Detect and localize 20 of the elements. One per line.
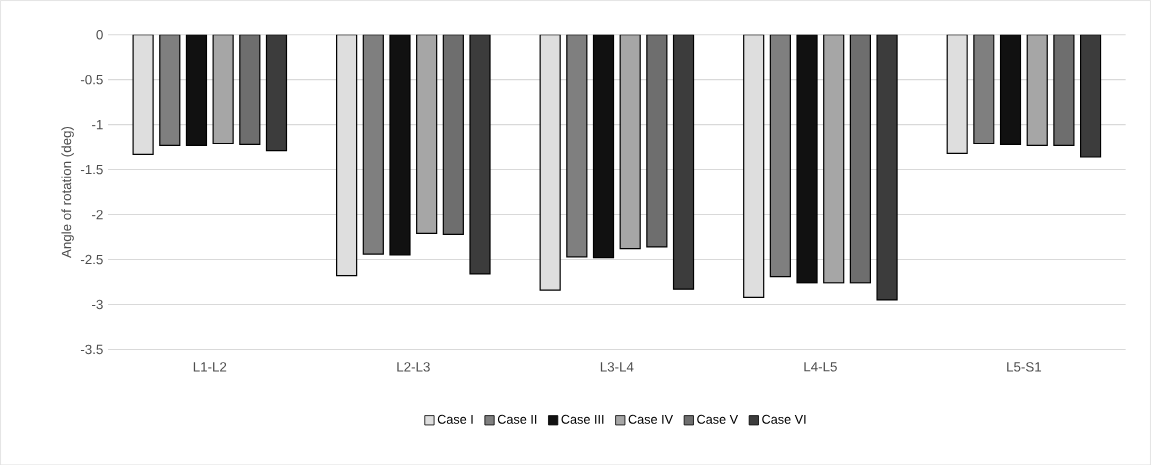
legend-label: Case V	[697, 414, 739, 424]
y-tick-label: -3	[92, 299, 103, 309]
legend-label: Case IV	[628, 414, 674, 424]
legend-label: Case I	[437, 414, 473, 424]
y-tick-label: -1.5	[80, 164, 103, 174]
y-tick-label: -3.5	[80, 344, 103, 354]
y-tick-label: -0.5	[80, 74, 103, 85]
y-tick-label: -2	[92, 209, 103, 219]
y-tick-label: -1	[92, 119, 103, 129]
legend-label: Case VI	[762, 414, 806, 424]
x-tick-label: L2-L3	[397, 361, 430, 372]
x-tick-label: L1-L2	[193, 361, 227, 372]
y-tick-label: -2.5	[80, 254, 103, 264]
legend-label: Case II	[497, 414, 537, 424]
x-tick-label: L4-L5	[804, 361, 837, 372]
x-tick-label: L5-S1	[1007, 361, 1042, 372]
y-axis-title: Angle of rotation (deg)	[61, 126, 74, 258]
x-tick-label: L3-L4	[600, 361, 634, 372]
legend-label: Case III	[561, 414, 604, 424]
y-tick-label: 0	[96, 29, 103, 40]
